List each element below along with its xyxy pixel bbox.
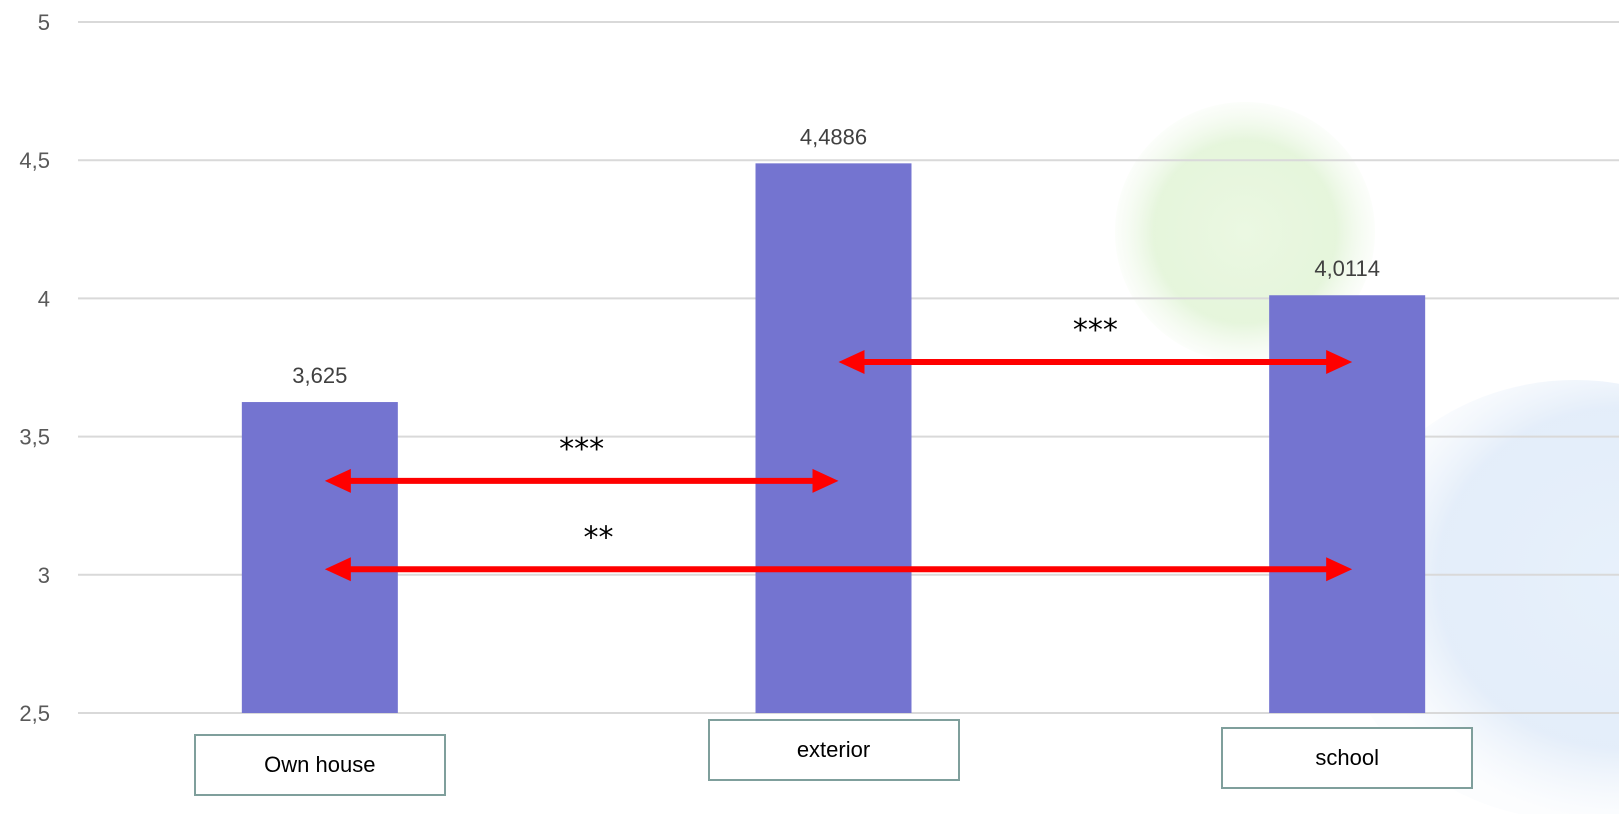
arrow-head-right: [812, 468, 839, 493]
y-tick-label: 4: [38, 286, 50, 311]
data-label: 4,0114: [1314, 256, 1380, 281]
y-tick-label: 4,5: [19, 148, 50, 173]
bar: [1269, 295, 1426, 713]
y-tick-label: 5: [38, 10, 50, 35]
category-label: exterior: [707, 719, 960, 781]
arrow-head-right: [1326, 557, 1353, 582]
y-tick-label: 2,5: [19, 701, 50, 726]
data-labels: 3,625 4,4886 4,0114: [292, 124, 1380, 388]
significance-comparison: **: [324, 520, 1353, 582]
y-tick-label: 3: [38, 563, 50, 588]
arrow-head-left: [324, 468, 351, 493]
significance-label: ***: [559, 432, 604, 467]
bar: [241, 402, 398, 713]
y-axis-ticks: 2,5 3 3,5 4 4,5 5: [19, 10, 50, 726]
category-label: Own house: [193, 734, 446, 796]
category-label: school: [1221, 727, 1474, 789]
bars: [241, 163, 1426, 714]
significance-comparison: ***: [838, 313, 1353, 374]
arrow-head-left: [838, 349, 865, 374]
bar: [755, 163, 912, 714]
significance-comparison: ***: [324, 432, 839, 493]
significance-label: **: [584, 520, 614, 555]
y-tick-label: 3,5: [19, 425, 50, 450]
data-label: 4,4886: [800, 124, 867, 149]
significance-label: ***: [1073, 313, 1118, 348]
arrow-head-left: [324, 557, 351, 582]
significance-arrows: ********: [324, 313, 1353, 582]
data-label: 3,625: [292, 363, 347, 388]
arrow-head-right: [1326, 349, 1353, 374]
